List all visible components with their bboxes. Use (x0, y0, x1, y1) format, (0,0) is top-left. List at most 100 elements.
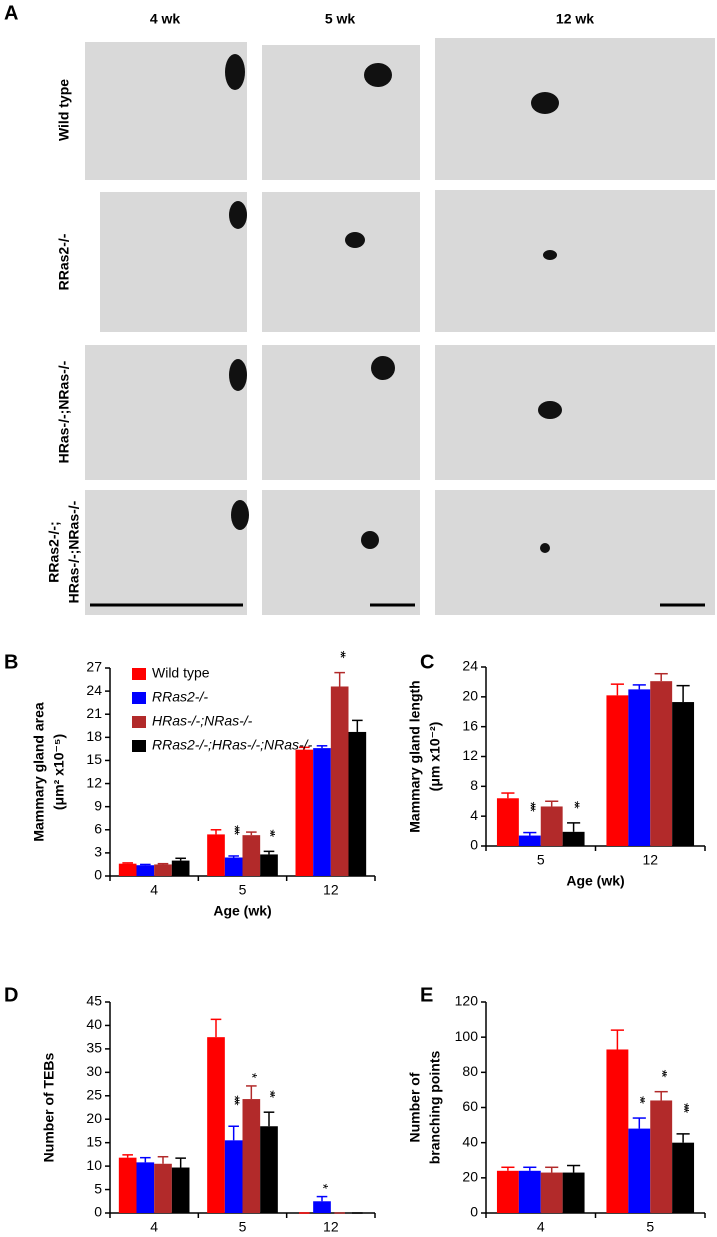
bar (628, 1128, 651, 1213)
bar (136, 1162, 155, 1213)
y-tick-label: 60 (462, 1098, 478, 1114)
lymph-node (531, 92, 559, 114)
x-tick-label: 5 (537, 852, 545, 868)
y-axis-label: Mammary gland area (31, 702, 47, 841)
bar (672, 1142, 695, 1213)
y-tick-label: 120 (455, 993, 479, 1009)
y-tick-label: 9 (94, 797, 102, 813)
y-tick-label: 35 (86, 1040, 102, 1056)
bar (207, 834, 225, 876)
y-tick-label: 25 (86, 1086, 102, 1102)
lymph-node (543, 250, 557, 260)
y-tick-label: 20 (86, 1110, 102, 1126)
photo (435, 490, 715, 615)
bar (242, 835, 261, 876)
bar (540, 1172, 563, 1213)
bar (562, 1172, 585, 1213)
y-tick-label: 4 (470, 807, 478, 823)
photo (85, 490, 247, 615)
y-tick-label: 45 (86, 993, 102, 1009)
legend-swatch (132, 740, 146, 752)
y-tick-label: 30 (86, 1063, 102, 1079)
lymph-node (371, 356, 395, 380)
y-tick-label: 3 (94, 844, 102, 860)
y-tick-label: 0 (94, 867, 102, 883)
panel-label: D (4, 984, 18, 1006)
legend-label: RRas2-/-;HRas-/-;NRas-/- (152, 737, 313, 753)
column-header: 5 wk (325, 11, 356, 27)
y-axis-label: Mammary gland length (407, 680, 423, 832)
panel-label: C (420, 651, 434, 673)
column-header: 12 wk (556, 11, 594, 27)
legend-swatch (132, 692, 146, 704)
y-tick-label: 0 (94, 1204, 102, 1220)
bar (628, 689, 651, 846)
y-tick-label: 40 (462, 1133, 478, 1149)
bar (224, 857, 243, 876)
x-tick-label: 12 (642, 852, 658, 868)
bar (171, 860, 190, 876)
significance: * (315, 1184, 331, 1190)
x-tick-label: 12 (323, 1219, 339, 1235)
y-tick-label: 15 (86, 1133, 102, 1149)
x-tick-label: 4 (150, 1219, 158, 1235)
y-tick-label: 15 (86, 751, 102, 767)
bar (207, 1037, 225, 1213)
lymph-node (540, 543, 550, 553)
y-axis-label: (μm x10⁻²) (427, 722, 443, 792)
bar (540, 806, 563, 846)
y-tick-label: 80 (462, 1063, 478, 1079)
bar (650, 1100, 673, 1213)
bar (224, 1140, 243, 1213)
y-tick-label: 20 (462, 688, 478, 704)
y-tick-label: 16 (462, 717, 478, 733)
lymph-node (361, 531, 379, 549)
bar (562, 831, 585, 846)
bar (330, 686, 349, 876)
row-label: RRas2-/- (56, 233, 72, 290)
x-axis-label: Age (wk) (213, 903, 271, 919)
significance: ** (262, 1090, 278, 1098)
photo (100, 192, 247, 332)
significance: ** (262, 829, 278, 837)
column-header: 4 wk (150, 11, 181, 27)
y-axis-label: Number of TEBs (41, 1052, 57, 1162)
bar (260, 1126, 278, 1213)
y-tick-label: 100 (455, 1028, 479, 1044)
legend-swatch (132, 668, 146, 680)
bar (650, 681, 673, 846)
lymph-node (538, 401, 562, 419)
photo (435, 190, 715, 332)
bar (154, 864, 172, 876)
y-axis-label: (μm² x10⁻⁵) (51, 734, 67, 810)
y-tick-label: 5 (94, 1180, 102, 1196)
bar (118, 863, 137, 876)
photo (85, 345, 247, 480)
bar (154, 1163, 172, 1213)
bar (496, 798, 519, 846)
legend-label: HRas-/-;NRas-/- (152, 713, 253, 729)
y-axis-label: branching points (427, 1051, 443, 1165)
significance: *** (227, 1095, 243, 1106)
y-tick-label: 21 (86, 705, 102, 721)
x-tick-label: 4 (537, 1219, 545, 1235)
y-tick-label: 8 (470, 777, 478, 793)
bar (118, 1157, 137, 1213)
photo (262, 192, 420, 332)
bar (672, 702, 695, 846)
bar (348, 731, 367, 876)
y-tick-label: 27 (86, 659, 102, 675)
panel-label: E (420, 984, 433, 1006)
row-label: HRas-/-;NRas-/- (66, 500, 82, 603)
y-tick-label: 24 (86, 682, 102, 698)
photo (262, 490, 420, 615)
bar (518, 1170, 541, 1213)
y-tick-label: 40 (86, 1016, 102, 1032)
row-label: Wild type (56, 79, 72, 141)
bar (313, 1201, 331, 1213)
bar (606, 1049, 629, 1213)
photo-grid (85, 38, 715, 615)
significance: ** (333, 651, 349, 659)
y-tick-label: 0 (470, 1204, 478, 1220)
